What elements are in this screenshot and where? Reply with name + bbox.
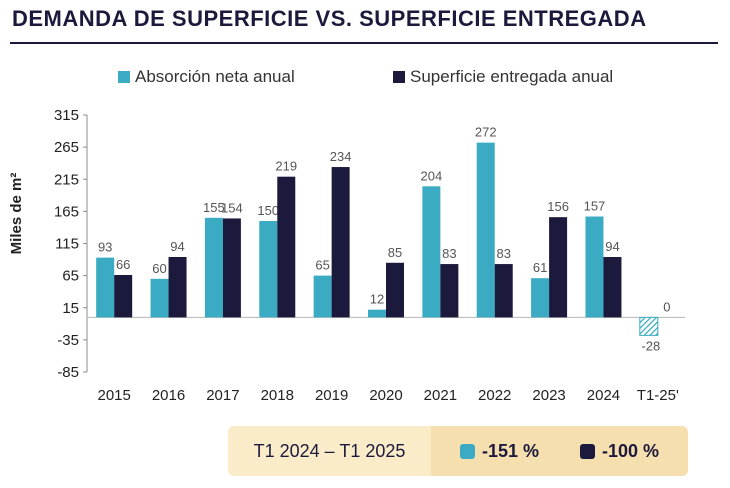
data-label-absorption: 155 <box>203 200 225 215</box>
x-tick-label: 2024 <box>587 387 620 404</box>
data-label-absorption: 61 <box>533 260 547 275</box>
data-label-absorption: 204 <box>421 168 443 183</box>
x-tick-label: 2019 <box>315 387 348 404</box>
delivered-swatch <box>580 443 595 459</box>
bar-chart: 315 265 215 165 115 65 15 -35 -85 Miles de m² 93 66… <box>8 67 685 404</box>
data-label-absorption: 272 <box>475 125 497 140</box>
bar-absorption <box>313 275 332 318</box>
legend-label: Superficie entregada anual <box>410 67 613 86</box>
x-tick-label: 2023 <box>532 387 565 404</box>
data-label-delivered: 83 <box>442 246 456 261</box>
bar-delivered <box>277 176 296 318</box>
data-label-delivered: 234 <box>330 149 352 164</box>
data-label-absorption: 12 <box>370 292 384 307</box>
bar-absorption <box>204 217 223 318</box>
bar-delivered <box>494 264 513 318</box>
bar-delivered <box>603 256 622 318</box>
summary-panel: T1 2024 – T1 2025 -151 % -100 % <box>228 426 688 476</box>
data-label-absorption: 60 <box>152 261 166 276</box>
data-label-delivered: 156 <box>547 199 569 214</box>
bar-absorption <box>585 216 604 318</box>
data-label-absorption: 93 <box>98 240 112 255</box>
y-tick-label: 115 <box>55 236 79 253</box>
x-tick-label: 2021 <box>424 387 457 404</box>
bar-absorption <box>368 309 386 318</box>
y-tick-label: 165 <box>54 203 79 220</box>
bar-absorption <box>476 142 495 318</box>
y-tick-label: 15 <box>62 300 79 317</box>
bar-absorption <box>422 186 441 318</box>
data-label-delivered: 0 <box>663 299 670 314</box>
data-label-absorption: 150 <box>257 203 279 218</box>
bar-delivered <box>440 264 459 318</box>
summary-period: T1 2024 – T1 2025 <box>228 426 431 476</box>
summary-change-delivered: -100 % <box>580 426 659 476</box>
data-label-absorption: 157 <box>584 199 606 214</box>
bar-absorption <box>150 278 169 318</box>
data-label-delivered: 154 <box>221 200 243 215</box>
y-tick-label: -35 <box>57 332 79 349</box>
delivered-change-value: -100 % <box>602 440 660 461</box>
data-label-delivered: 94 <box>605 239 619 254</box>
title-divider <box>10 42 718 44</box>
data-label-delivered: 83 <box>496 246 510 261</box>
data-label-absorption: 65 <box>315 258 329 273</box>
data-label-delivered: 85 <box>388 245 402 260</box>
x-tick-label: 2018 <box>261 387 294 404</box>
bar-delivered <box>331 167 350 318</box>
legend-swatch <box>118 71 130 83</box>
data-label-delivered: 66 <box>116 257 130 272</box>
bar-absorption <box>531 278 550 318</box>
chart-title: DEMANDA DE SUPERFICIE VS. SUPERFICIE ENT… <box>12 6 647 31</box>
x-tick-label: 2016 <box>152 387 185 404</box>
y-tick-label: 65 <box>62 268 79 285</box>
x-tick-label: 2022 <box>478 387 511 404</box>
y-tick-label: 315 <box>54 107 79 124</box>
y-axis-label: Miles de m² <box>8 173 25 255</box>
y-tick-label: 265 <box>54 139 79 156</box>
x-tick-label: 2017 <box>206 387 239 404</box>
legend-swatch <box>393 71 405 83</box>
data-label-delivered: 219 <box>275 159 297 174</box>
bar-absorption <box>639 316 659 336</box>
x-tick-label: 2020 <box>369 387 402 404</box>
bar-delivered <box>386 262 404 318</box>
legend-label: Absorción neta anual <box>135 67 295 86</box>
bar-delivered <box>114 274 133 318</box>
bar-delivered <box>168 256 187 318</box>
bar-absorption <box>259 221 278 318</box>
x-tick-label: T1-25' <box>637 387 679 404</box>
y-tick-label: 215 <box>54 171 79 188</box>
bar-delivered <box>222 218 241 318</box>
bar-delivered <box>549 217 568 318</box>
absorption-swatch <box>460 443 475 459</box>
data-label-delivered: 94 <box>170 239 184 254</box>
summary-change-absorption: -151 % <box>460 426 539 476</box>
x-tick-label: 2015 <box>97 387 130 404</box>
bar-absorption <box>96 257 115 318</box>
data-label-absorption: -28 <box>641 338 660 353</box>
y-tick-label: -85 <box>57 364 79 381</box>
absorption-change-value: -151 % <box>482 440 540 461</box>
